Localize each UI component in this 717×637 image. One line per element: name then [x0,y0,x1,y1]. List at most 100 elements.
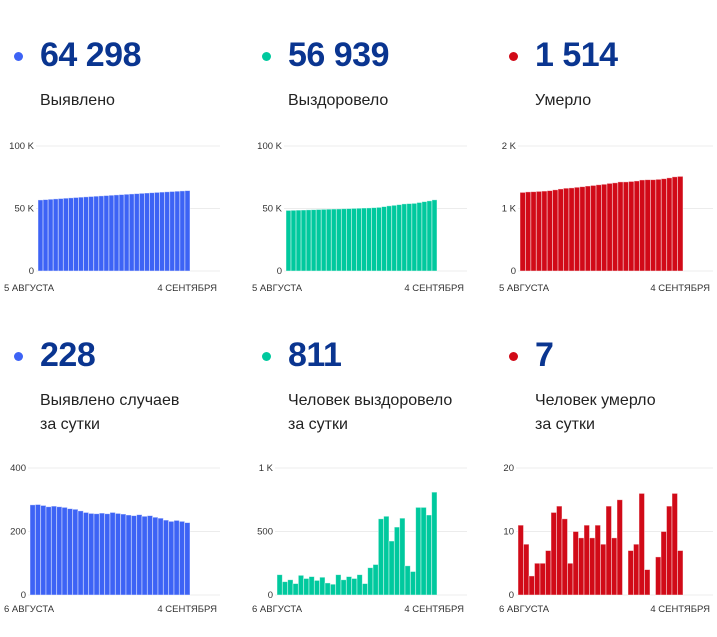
bar [141,515,148,596]
x-end-label: 4 СЕНТЯБРЯ [157,283,217,294]
bar [393,526,401,596]
x-start-label: 6 АВГУСТА [252,604,303,615]
daily-recovered-value: 811 [288,336,342,374]
label-line: Выздоровело [288,92,389,109]
bar [287,579,294,596]
y-tick-label: 0 [277,266,282,277]
legend-dot-icon [509,52,518,61]
bar [557,188,564,272]
bar [383,515,390,596]
bar [601,183,608,272]
bar [50,505,58,596]
y-tick-label: 2 K [502,141,517,152]
bar [62,197,69,272]
bar [61,506,68,596]
bar [567,562,574,596]
bar [40,505,47,596]
bar [666,505,673,596]
bar [324,582,331,596]
bar [366,207,372,272]
bar [633,543,640,596]
bar [130,515,138,596]
bar [639,179,646,272]
bar [377,518,385,596]
total-recovered-chart: 0 50 K 100 K 5 АВГУСТА 4 СЕНТЯБРЯ [252,141,467,294]
y-tick-label: 0 [21,590,26,601]
bar [146,515,154,596]
y-tick-label: 200 [10,527,26,538]
bar [583,524,590,596]
bar [594,524,601,596]
bar [578,537,585,596]
bar [572,531,579,596]
daily-deaths-card: 7 Человек умерло за сутки 0 10 20 6 АВГУСТА… [495,300,717,615]
y-tick-label: 10 [503,527,514,538]
y-tick-label: 1 K [259,463,274,474]
bar [528,575,535,596]
bar [173,519,180,596]
total-cases-value: 64 298 [40,36,142,74]
bar [108,194,115,272]
bar [638,493,645,596]
bar [346,208,352,272]
daily-deaths-chart: 0 10 20 6 АВГУСТА 4 СЕНТЯБРЯ [499,463,713,615]
bar [290,209,297,272]
y-tick-label: 100 K [9,141,34,152]
total-deaths-value: 1 514 [535,36,618,74]
bar [655,178,662,272]
y-tick-label: 0 [29,266,34,277]
y-tick-label: 0 [268,590,273,601]
bar [123,193,130,272]
bar [109,512,116,596]
bar [125,514,132,596]
bar [660,531,667,596]
daily-cases-value: 228 [40,336,96,374]
bar [595,184,602,272]
y-tick-label: 0 [509,590,514,601]
bar [56,506,63,596]
bar [367,567,374,596]
bar [386,205,393,272]
bar [590,185,597,272]
bar [66,508,74,596]
x-end-label: 4 СЕНТЯБРЯ [404,283,464,294]
bar [633,180,640,272]
daily-deaths-value: 7 [535,336,554,374]
daily-recovered-label: Человек выздоровело за сутки [288,389,452,437]
total-cases-card: 64 298 Выявлено 0 50 K 100 K 5 АВГУСТА 4 СЕН… [0,0,222,300]
legend-dot-icon [262,352,271,361]
bar [649,179,657,272]
bar [541,190,548,272]
bar [605,505,612,596]
daily-deaths-label: Человек умерло за сутки [535,389,656,437]
bar [149,192,155,272]
bar [546,190,554,272]
bar [319,576,326,596]
bar [340,579,347,596]
bar [340,208,347,272]
bar [297,574,305,596]
bar [361,583,369,596]
bar [545,550,552,596]
bar [535,190,543,272]
bar [655,556,662,596]
bar [330,208,337,272]
bar [168,520,175,596]
total-deaths-label: Умерло [535,89,591,113]
bar [677,175,684,272]
bar [356,574,363,596]
bar [308,576,315,596]
bar [164,191,171,272]
bar [426,200,433,272]
y-tick-label: 400 [10,463,26,474]
bar [83,196,90,272]
bar [313,579,321,596]
bar [47,198,54,272]
bar [550,512,557,596]
bar [329,583,337,596]
bar [104,513,111,596]
x-end-label: 4 СЕНТЯБРЯ [650,604,710,615]
bar [305,209,312,272]
bar [628,181,635,272]
